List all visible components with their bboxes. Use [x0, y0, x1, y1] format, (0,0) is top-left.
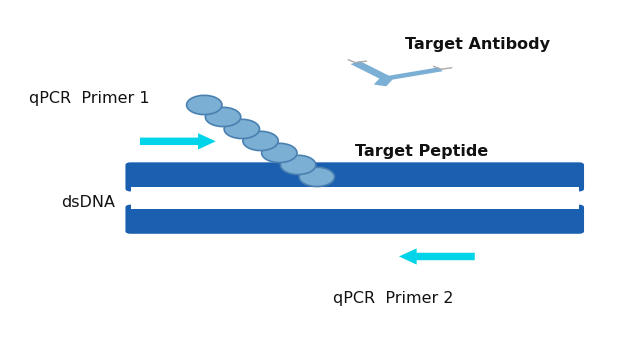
Polygon shape	[374, 77, 393, 86]
Text: Target Antibody: Target Antibody	[405, 37, 550, 52]
Ellipse shape	[280, 155, 316, 175]
Ellipse shape	[205, 107, 241, 127]
Ellipse shape	[224, 119, 259, 138]
Text: dsDNA: dsDNA	[61, 195, 115, 210]
Ellipse shape	[262, 143, 297, 162]
Polygon shape	[385, 67, 443, 80]
Ellipse shape	[187, 95, 222, 115]
Ellipse shape	[299, 167, 335, 186]
FancyBboxPatch shape	[125, 205, 584, 234]
FancyArrow shape	[140, 133, 216, 150]
Text: qPCR  Primer 1: qPCR Primer 1	[29, 92, 150, 107]
FancyBboxPatch shape	[131, 187, 579, 209]
FancyArrow shape	[399, 248, 475, 265]
Text: qPCR  Primer 2: qPCR Primer 2	[333, 291, 453, 306]
FancyBboxPatch shape	[125, 162, 584, 192]
Text: Target Peptide: Target Peptide	[355, 144, 488, 159]
Polygon shape	[351, 61, 391, 80]
Ellipse shape	[243, 131, 278, 151]
